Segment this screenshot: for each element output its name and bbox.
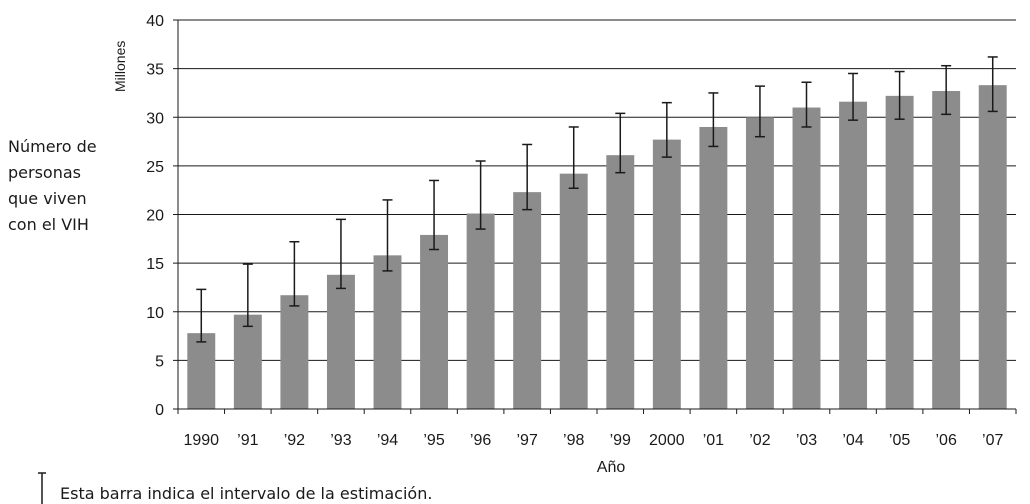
error-bar-legend-icon xyxy=(38,472,46,504)
bar xyxy=(559,173,588,409)
bar xyxy=(466,213,495,409)
y-tick-label: 5 xyxy=(155,353,164,370)
x-tick-label: ’93 xyxy=(330,432,351,449)
bar xyxy=(513,192,542,409)
y-axis-label-line-1: Número de xyxy=(8,137,97,156)
x-tick-label: 2000 xyxy=(649,432,685,449)
y-tick-label: 10 xyxy=(146,305,164,322)
x-tick-label: 1990 xyxy=(183,432,219,449)
bar xyxy=(699,126,728,409)
x-tick-label: ’03 xyxy=(796,432,817,449)
error-bar-legend-text: Esta barra indica el intervalo de la est… xyxy=(60,484,433,503)
y-tick-label: 30 xyxy=(146,110,164,127)
y-axis-label-line-2: personas xyxy=(8,163,81,182)
bar xyxy=(233,314,262,409)
bar xyxy=(373,255,402,409)
x-tick-label: ’07 xyxy=(982,432,1003,449)
x-tick-label: ’05 xyxy=(889,432,910,449)
x-tick-label: ’95 xyxy=(423,432,444,449)
bar xyxy=(652,139,681,409)
x-tick-label: ’92 xyxy=(284,432,305,449)
y-tick-label: 15 xyxy=(146,256,164,273)
bar xyxy=(280,295,309,409)
y-tick-label: 20 xyxy=(146,208,164,225)
bar xyxy=(745,117,774,409)
bar xyxy=(978,85,1007,409)
x-tick-label: ’02 xyxy=(749,432,770,449)
bar xyxy=(792,107,821,410)
y-tick-label: 25 xyxy=(146,159,164,176)
x-tick-label: ’96 xyxy=(470,432,491,449)
x-tick-label: ’04 xyxy=(842,432,863,449)
bar xyxy=(885,95,914,409)
y-tick-label: 35 xyxy=(146,62,164,79)
y-tick-label: 0 xyxy=(155,402,164,419)
x-axis-label: Año xyxy=(597,459,626,476)
x-tick-label: ’06 xyxy=(935,432,956,449)
y-axis-label-line-3: que viven xyxy=(8,189,87,208)
y-axis-units-label: Millones xyxy=(112,41,128,92)
x-tick-label: ’98 xyxy=(563,432,584,449)
bar xyxy=(420,234,449,409)
x-tick-label: ’91 xyxy=(237,432,258,449)
bar xyxy=(187,333,216,409)
bar xyxy=(326,274,355,409)
x-tick-label: ’94 xyxy=(377,432,398,449)
x-tick-label: ’01 xyxy=(703,432,724,449)
y-axis-label-line-4: con el VIH xyxy=(8,215,89,234)
y-axis-label: Número de personas que viven con el VIH xyxy=(8,134,138,238)
bar xyxy=(932,90,961,410)
bar xyxy=(839,101,868,409)
error-bar-legend: Esta barra indica el intervalo de la est… xyxy=(34,470,734,504)
y-tick-label: 40 xyxy=(146,13,164,30)
x-tick-label: ’97 xyxy=(516,432,537,449)
bar xyxy=(606,155,635,409)
x-tick-label: ’99 xyxy=(610,432,631,449)
